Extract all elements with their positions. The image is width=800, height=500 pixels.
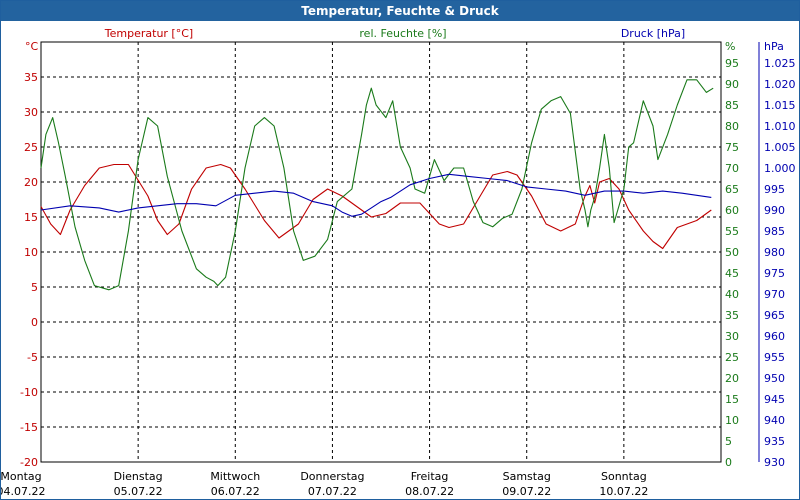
- humidity-tick-label: 15: [725, 393, 739, 406]
- temp-tick-label: -20: [20, 456, 38, 469]
- pressure-tick-label: 1.025: [764, 57, 796, 70]
- humidity-tick-label: 50: [725, 246, 739, 259]
- pressure-axis-title: Druck [hPa]: [621, 27, 685, 40]
- humidity-tick-label: 30: [725, 330, 739, 343]
- temp-tick-label: -5: [27, 351, 38, 364]
- humidity-tick-label: 60: [725, 204, 739, 217]
- pressure-tick-label: 955: [764, 351, 785, 364]
- temp-tick-label: -15: [20, 421, 38, 434]
- temp-tick-label: -10: [20, 386, 38, 399]
- temp-tick-label: 0: [31, 316, 38, 329]
- pressure-tick-label: 950: [764, 372, 785, 385]
- x-tick-date-label: 10.07.22: [599, 485, 648, 498]
- pressure-tick-label: 975: [764, 267, 785, 280]
- humidity-tick-label: 55: [725, 225, 739, 238]
- pressure-tick-label: 960: [764, 330, 785, 343]
- pressure-unit-label: hPa: [764, 40, 784, 53]
- x-tick-day-label: Montag: [1, 470, 42, 483]
- plot-frame: [40, 41, 722, 463]
- humidity-tick-label: 20: [725, 372, 739, 385]
- x-tick-date-label: 04.07.22: [1, 485, 45, 498]
- x-tick-day-label: Mittwoch: [210, 470, 260, 483]
- grid: [41, 42, 721, 463]
- humidity-tick-label: 0: [725, 456, 732, 469]
- pressure-tick-label: 930: [764, 456, 785, 469]
- x-tick-day-label: Donnerstag: [300, 470, 364, 483]
- humidity-tick-label: 95: [725, 57, 739, 70]
- pressure-tick-label: 1.005: [764, 141, 796, 154]
- pressure-tick-label: 1.000: [764, 162, 796, 175]
- pressure-tick-label: 985: [764, 225, 785, 238]
- humidity-tick-label: 5: [725, 435, 732, 448]
- humidity-tick-label: 80: [725, 120, 739, 133]
- pressure-tick-label: 970: [764, 288, 785, 301]
- temp-tick-label: 35: [24, 71, 38, 84]
- pressure-tick-label: 990: [764, 204, 785, 217]
- humidity-tick-label: 45: [725, 267, 739, 280]
- humidity-axis-title: rel. Feuchte [%]: [359, 27, 446, 40]
- temp-tick-label: 20: [24, 176, 38, 189]
- window-title: Temperatur, Feuchte & Druck: [1, 1, 799, 21]
- pressure-tick-label: 935: [764, 435, 785, 448]
- x-tick-date-label: 06.07.22: [211, 485, 260, 498]
- temperature-line: [40, 163, 712, 250]
- pressure-tick-label: 1.020: [764, 78, 796, 91]
- x-tick-day-label: Freitag: [411, 470, 449, 483]
- x-tick-date-label: 07.07.22: [308, 485, 357, 498]
- pressure-tick-label: 980: [764, 246, 785, 259]
- axes: -20 -15 -10 -5 0 5 10 15 20 25 30 35 °C 0 5 10 15 20 25 30 3…: [20, 40, 795, 469]
- pressure-line: [40, 173, 712, 217]
- x-tick-day-label: Samstag: [503, 470, 551, 483]
- pressure-tick-label: 1.015: [764, 99, 796, 112]
- temp-tick-label: 25: [24, 141, 38, 154]
- temp-tick-label: 15: [24, 211, 38, 224]
- pressure-tick-label: 995: [764, 183, 785, 196]
- x-tick-day-label: Sonntag: [601, 470, 647, 483]
- temp-unit-label: °C: [25, 40, 39, 53]
- humidity-tick-label: 75: [725, 141, 739, 154]
- humidity-tick-label: 35: [725, 309, 739, 322]
- temp-tick-label: 5: [31, 281, 38, 294]
- humidity-tick-label: 65: [725, 183, 739, 196]
- humidity-tick-label: 90: [725, 78, 739, 91]
- temp-axis-title: Temperatur [°C]: [104, 27, 193, 40]
- humidity-tick-label: 85: [725, 99, 739, 112]
- pressure-tick-label: 945: [764, 393, 785, 406]
- axis-labels: Temperatur [°C] rel. Feuchte [%] Druck [hP…: [1, 27, 685, 498]
- x-tick-day-label: Dienstag: [114, 470, 163, 483]
- humidity-tick-label: 10: [725, 414, 739, 427]
- x-tick-date-label: 08.07.22: [405, 485, 454, 498]
- pressure-tick-label: 1.010: [764, 120, 796, 133]
- x-tick-date-label: 05.07.22: [114, 485, 163, 498]
- humidity-line: [40, 79, 714, 291]
- temp-tick-label: 10: [24, 246, 38, 259]
- humidity-tick-label: 40: [725, 288, 739, 301]
- humidity-unit-label: %: [725, 40, 735, 53]
- humidity-tick-label: 70: [725, 162, 739, 175]
- temp-tick-label: 30: [24, 106, 38, 119]
- series-group: [40, 79, 714, 291]
- pressure-tick-label: 940: [764, 414, 785, 427]
- humidity-tick-label: 25: [725, 351, 739, 364]
- x-tick-date-label: 09.07.22: [502, 485, 551, 498]
- pressure-tick-label: 965: [764, 309, 785, 322]
